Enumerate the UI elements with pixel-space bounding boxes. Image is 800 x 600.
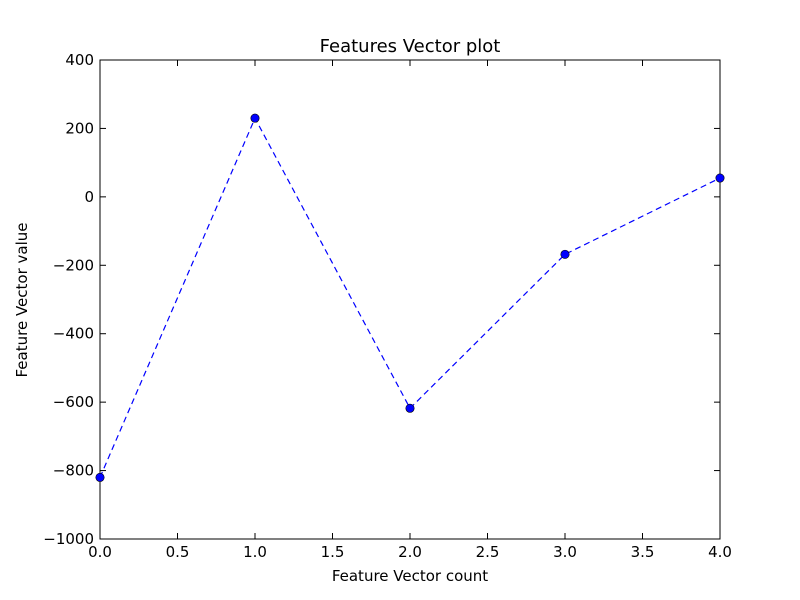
y-axis-label: Feature Vector value: [13, 223, 31, 378]
y-tick-label: −400: [53, 325, 94, 343]
y-tick-label: 0: [84, 188, 94, 206]
x-tick-label: 0.5: [166, 543, 190, 561]
data-point: [405, 403, 415, 413]
data-point: [250, 113, 260, 123]
y-tick-label: −800: [53, 462, 94, 480]
y-tick-label: 400: [65, 51, 94, 69]
ticks: 0.0 0.5 1.0 1.5 2.0 2.5 3.0 3.5 4.0 400 200 0 −200 −4…: [43, 51, 732, 561]
chart-title: Features Vector plot: [320, 36, 501, 57]
series-layer: [95, 113, 725, 482]
y-tick-label: −200: [53, 256, 94, 274]
x-tick-label: 3.0: [553, 543, 577, 561]
x-tick-label: 1.0: [243, 543, 267, 561]
x-axis-label: Feature Vector count: [332, 567, 488, 585]
y-tick-label: −1000: [43, 530, 94, 548]
data-point: [95, 472, 105, 482]
y-tick-label: −600: [53, 393, 94, 411]
data-point: [715, 173, 725, 183]
x-tick-label: 1.5: [321, 543, 345, 561]
data-point: [560, 249, 570, 259]
x-tick-label: 2.0: [398, 543, 422, 561]
x-tick-label: 0.0: [88, 543, 112, 561]
y-tick-label: 200: [65, 119, 94, 137]
x-tick-label: 3.5: [631, 543, 655, 561]
x-tick-label: 4.0: [708, 543, 732, 561]
x-tick-label: 2.5: [476, 543, 500, 561]
